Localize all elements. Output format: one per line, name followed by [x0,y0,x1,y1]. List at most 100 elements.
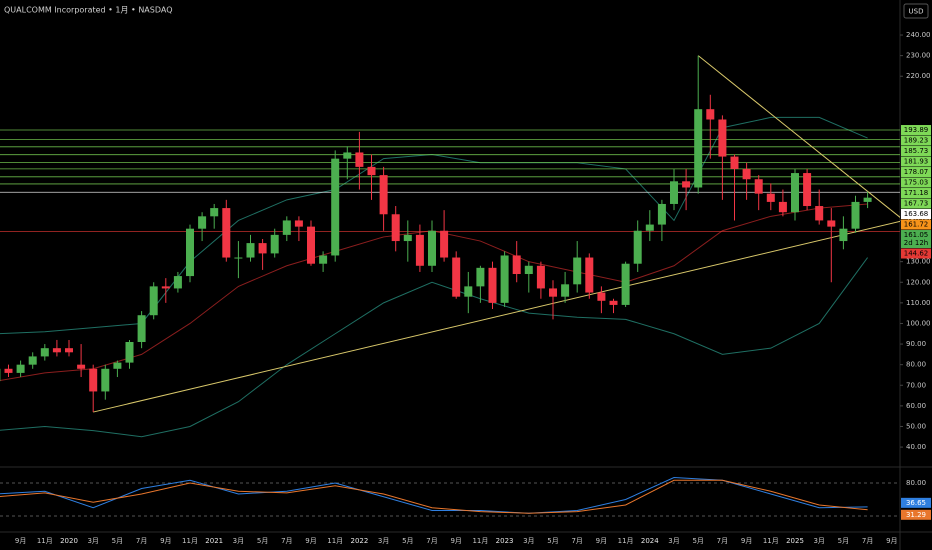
candle-body [827,220,836,227]
candle-body [186,228,194,277]
y-tick-label: 220.00 [906,72,931,80]
candle-body [173,276,182,289]
y-tick-label: 50.00 [906,422,926,430]
x-tick-label: 9月 [886,537,897,545]
currency-button[interactable] [903,3,929,19]
candle-body [778,201,787,213]
candle-body [4,368,13,373]
price-label-box [901,177,931,188]
x-tick-label: 5月 [692,537,703,545]
candle-body [536,265,545,289]
x-tick-label: 11月 [182,537,198,545]
x-tick-label: 9月 [160,537,171,545]
candle-body [113,362,122,369]
candle-body [403,234,412,242]
candle-body [415,234,424,266]
price-label: 178.07 [904,168,929,176]
x-tick-label: 9月 [741,537,752,545]
x-tick-label: 11月 [763,537,779,545]
candle-body [524,265,533,275]
price-label-box [901,209,931,220]
candle-body [28,356,37,365]
price-label-box [901,188,931,199]
price-label-box [901,125,931,136]
price-label-box [901,248,931,259]
candle-body [549,288,557,297]
axes: 240.00230.00220.00150.00130.00120.00110.… [15,31,931,545]
candle-body [791,173,799,213]
candle-body [282,220,291,235]
candle-body [294,220,303,227]
x-tick-label: 2024 [641,537,659,545]
price-label-box [901,219,931,230]
y-tick-label: 80.00 [906,479,926,487]
candle-body [40,348,49,357]
x-tick-label: 9月 [305,537,316,545]
price-label: 161.05 [904,231,929,239]
price-label: 175.03 [904,179,929,187]
candle-body [488,267,497,303]
x-tick-label: 5月 [112,537,123,545]
x-tick-label: 9月 [15,537,26,545]
candle-body [210,208,219,217]
x-tick-label: 3月 [87,537,98,545]
oscillator-pane [0,476,900,517]
price-label-box [901,146,931,157]
candle-body [657,203,666,225]
trendline [697,55,900,218]
x-tick-label: 11月 [472,537,488,545]
x-tick-label: 2023 [496,537,514,545]
y-tick-label: 70.00 [906,381,926,389]
oscillator-value: 36.65 [906,499,926,507]
oscillator-line [0,479,868,514]
candle-body [742,168,751,180]
candle-body [863,197,872,202]
candle-body [500,255,509,303]
price-label: 163.68 [904,210,929,218]
currency-label[interactable]: USD [909,8,924,16]
candle-body [694,109,703,188]
bar-countdown: 2d 12h [904,239,928,247]
candle-body [803,173,812,207]
candle-body [65,348,73,353]
x-tick-label: 7月 [571,537,582,545]
y-tick-label: 120.00 [906,278,931,286]
oscillator-value-box [901,509,931,520]
y-tick-label: 40.00 [906,443,926,451]
price-label: 185.73 [904,147,929,155]
x-tick-label: 7月 [862,537,873,545]
candle-body [161,286,170,289]
x-tick-label: 7月 [426,537,437,545]
candle-body [621,263,630,305]
candle-body [16,364,25,373]
price-label: 181.93 [904,158,929,166]
candle-body [246,243,255,258]
x-tick-label: 5月 [547,537,558,545]
x-tick-label: 2021 [205,537,223,545]
candle-body [367,166,376,176]
x-tick-label: 2022 [350,537,368,545]
x-tick-label: 11月 [327,537,343,545]
price-label: 189.23 [904,137,929,145]
x-tick-label: 3月 [668,537,679,545]
x-tick-label: 3月 [233,537,244,545]
candle-body [730,156,739,169]
candle-body [125,342,134,363]
x-tick-label: 5月 [257,537,268,545]
price-label-box [901,167,931,178]
y-tick-label: 110.00 [906,299,931,307]
candle-body [319,255,328,264]
x-tick-label: 2025 [786,537,804,545]
candle-body [670,181,678,204]
candle-body [585,257,594,293]
y-tick-label: 100.00 [906,319,931,327]
x-tick-label: 3月 [813,537,824,545]
candle-body [343,152,352,159]
x-tick-label: 7月 [136,537,147,545]
candle-body [645,224,654,231]
x-tick-label: 9月 [450,537,461,545]
candle-body [307,226,315,264]
candle-body [101,368,110,392]
candle-body [391,214,400,242]
